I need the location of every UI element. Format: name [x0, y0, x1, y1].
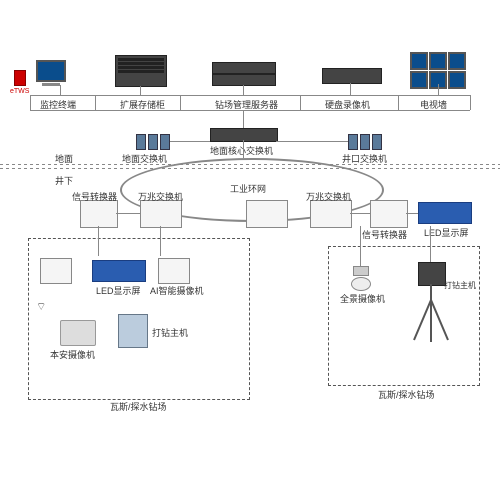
tripod — [0, 0, 500, 500]
topology-diagram: eTWS 监控终端 扩展存储柜 钻场管理服务器 硬盘录像机 电视墙 地面核心交换… — [0, 0, 500, 500]
